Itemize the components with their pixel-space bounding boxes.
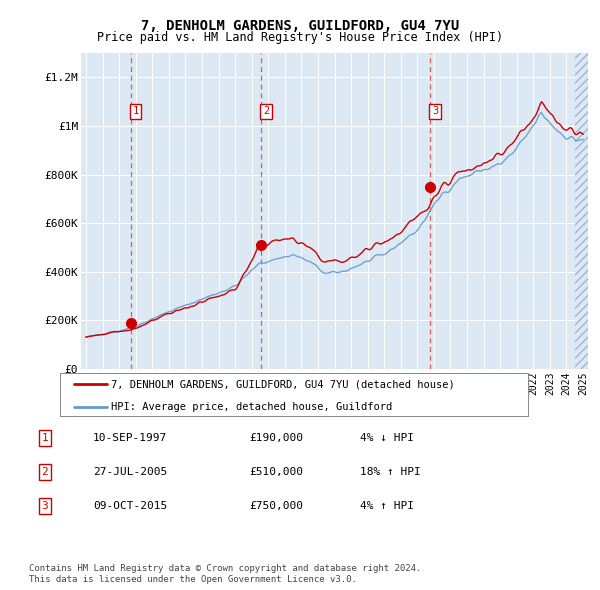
Text: 7, DENHOLM GARDENS, GUILDFORD, GU4 7YU (detached house): 7, DENHOLM GARDENS, GUILDFORD, GU4 7YU (… xyxy=(112,379,455,389)
Text: 1: 1 xyxy=(41,434,49,443)
Text: HPI: Average price, detached house, Guildford: HPI: Average price, detached house, Guil… xyxy=(112,402,393,412)
Text: 4% ↓ HPI: 4% ↓ HPI xyxy=(360,434,414,443)
Text: £510,000: £510,000 xyxy=(249,467,303,477)
Bar xyxy=(575,53,592,369)
Text: 3: 3 xyxy=(41,501,49,510)
Text: This data is licensed under the Open Government Licence v3.0.: This data is licensed under the Open Gov… xyxy=(29,575,356,584)
Text: Price paid vs. HM Land Registry's House Price Index (HPI): Price paid vs. HM Land Registry's House … xyxy=(97,31,503,44)
Text: £750,000: £750,000 xyxy=(249,501,303,510)
Text: 09-OCT-2015: 09-OCT-2015 xyxy=(93,501,167,510)
Text: Contains HM Land Registry data © Crown copyright and database right 2024.: Contains HM Land Registry data © Crown c… xyxy=(29,565,421,573)
Text: 27-JUL-2005: 27-JUL-2005 xyxy=(93,467,167,477)
Text: 2: 2 xyxy=(41,467,49,477)
Text: 3: 3 xyxy=(432,106,438,116)
Text: 18% ↑ HPI: 18% ↑ HPI xyxy=(360,467,421,477)
Text: 1: 1 xyxy=(133,106,139,116)
Text: 7, DENHOLM GARDENS, GUILDFORD, GU4 7YU: 7, DENHOLM GARDENS, GUILDFORD, GU4 7YU xyxy=(141,19,459,33)
Text: £190,000: £190,000 xyxy=(249,434,303,443)
Text: 10-SEP-1997: 10-SEP-1997 xyxy=(93,434,167,443)
Text: 2: 2 xyxy=(263,106,269,116)
Text: 4% ↑ HPI: 4% ↑ HPI xyxy=(360,501,414,510)
